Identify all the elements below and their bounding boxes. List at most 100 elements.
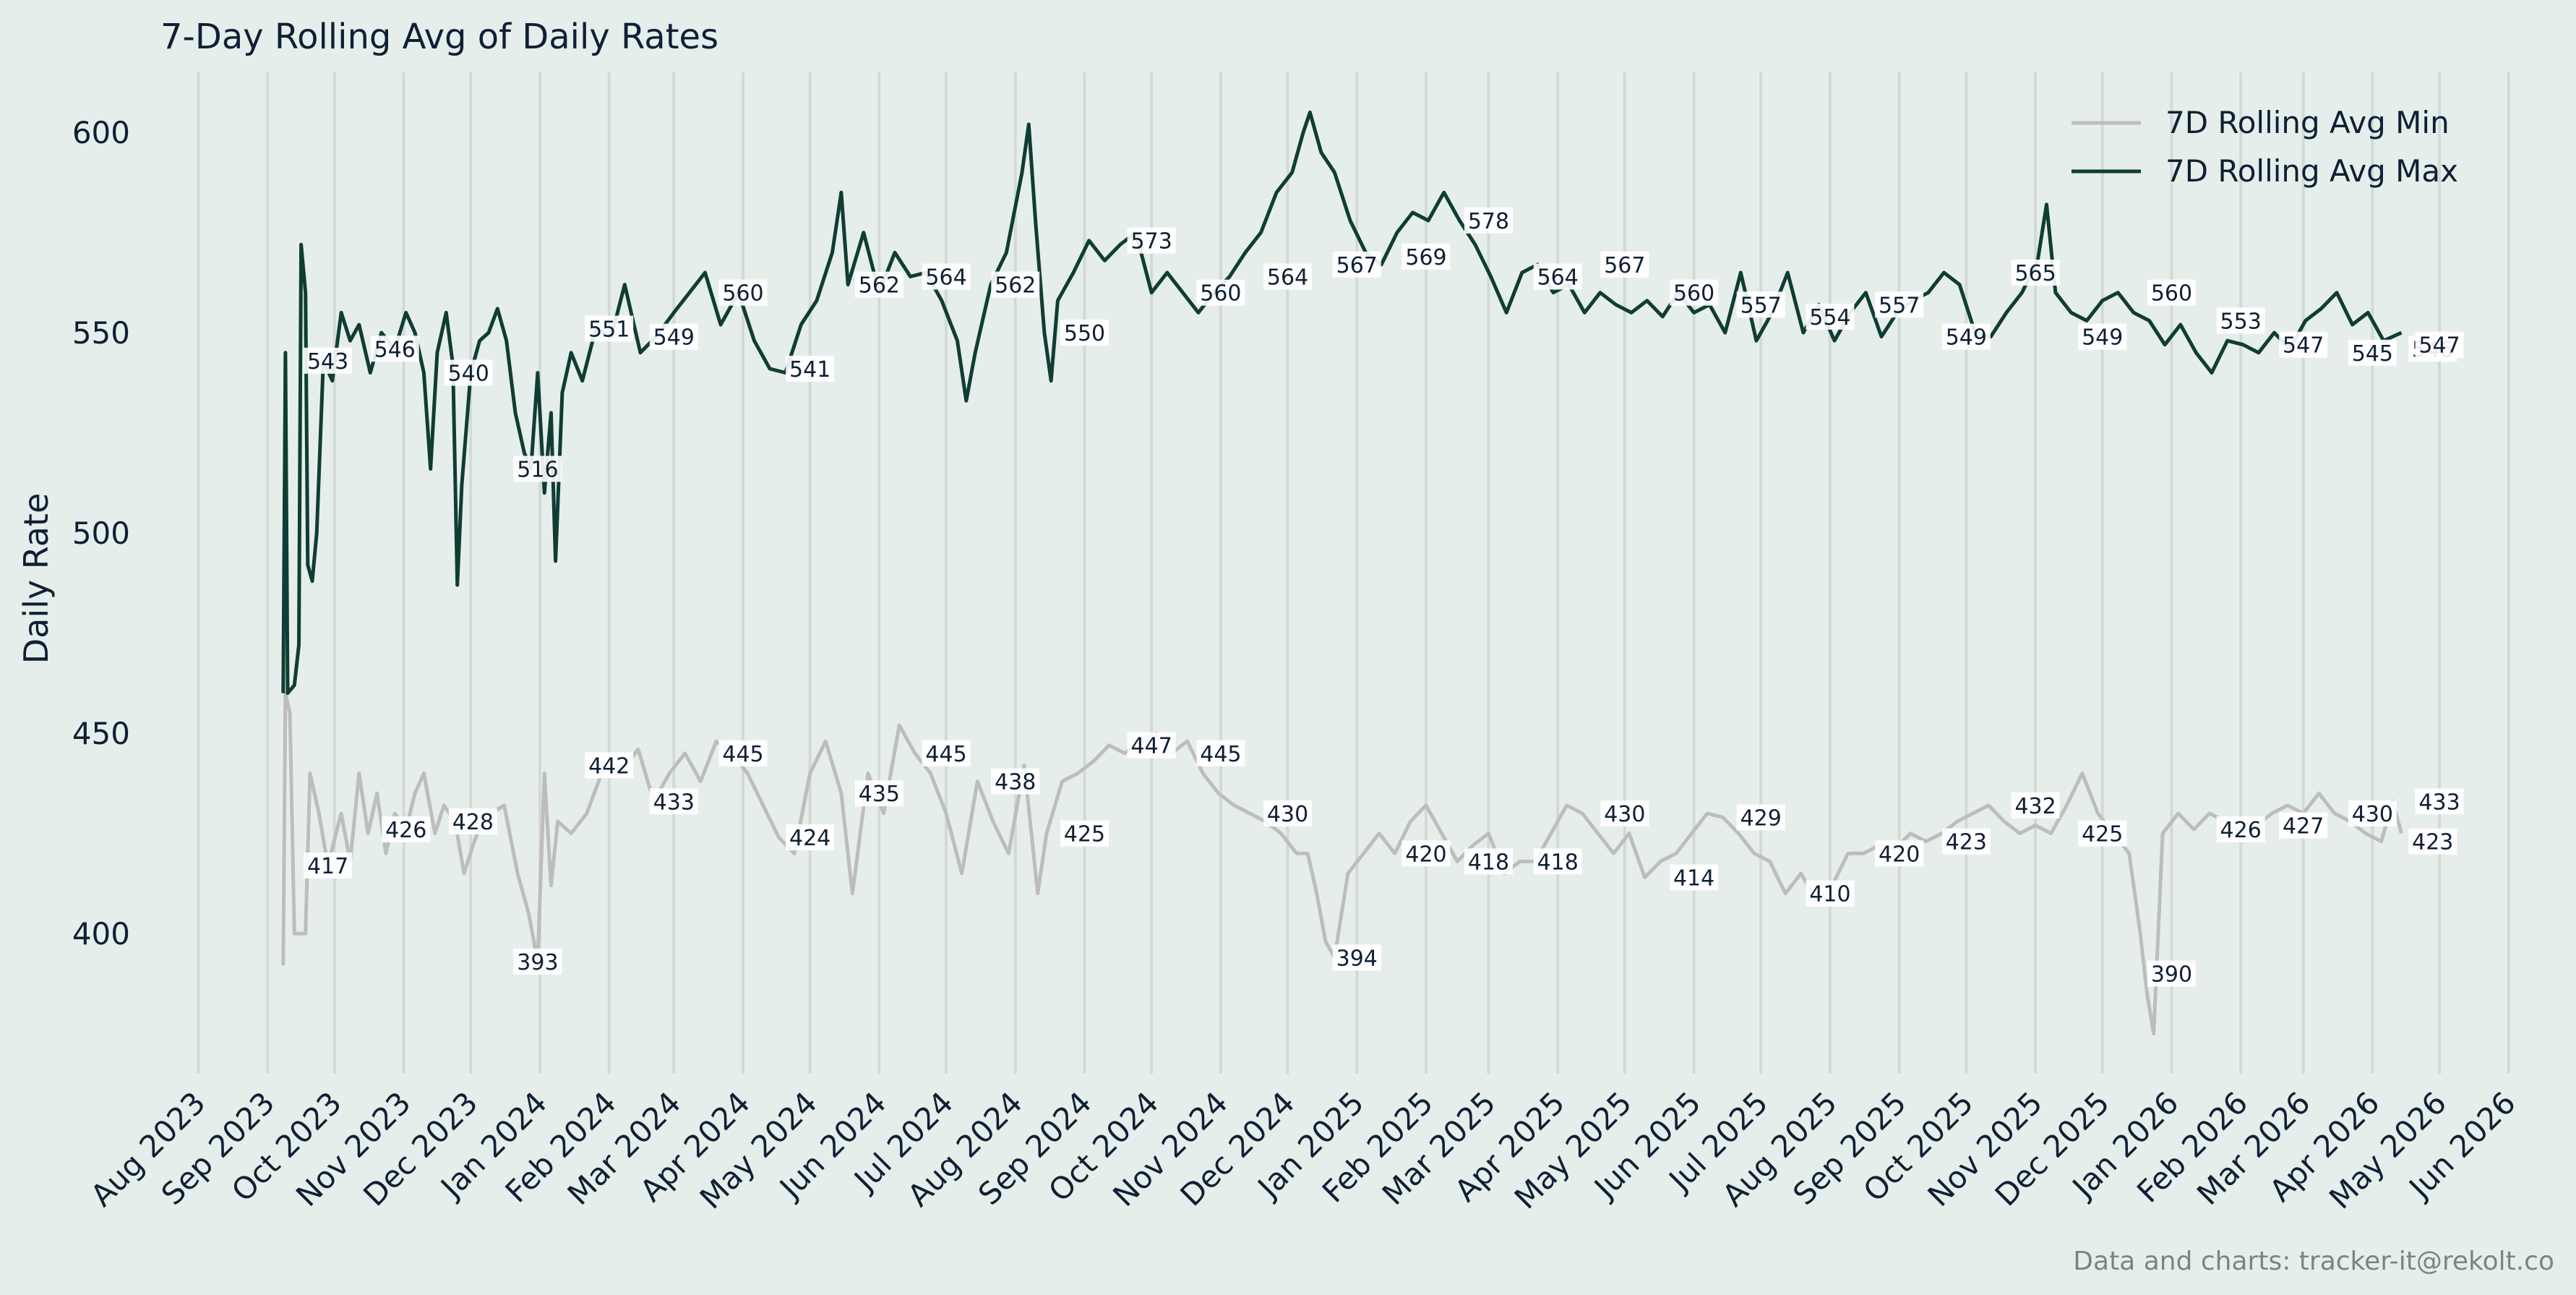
- data-label-text: 410: [1809, 882, 1850, 907]
- data-label-box: [1600, 251, 1649, 278]
- data-label: 560: [2147, 279, 2196, 307]
- data-label-box: [1600, 800, 1649, 826]
- data-label: 540: [444, 359, 493, 387]
- data-label-text: 573: [1131, 229, 1172, 255]
- chart-title: 7-Day Rolling Avg of Daily Rates: [160, 17, 718, 57]
- legend-label-max: 7D Rolling Avg Max: [2165, 153, 2458, 189]
- data-label: 432: [2011, 792, 2060, 819]
- data-label-text: 564: [1267, 265, 1308, 291]
- data-label-text: 541: [789, 357, 830, 382]
- data-label-text: 430: [1604, 802, 1645, 827]
- data-label: 445: [922, 740, 971, 767]
- data-label: 426: [2216, 816, 2265, 843]
- data-label: 424: [786, 824, 835, 851]
- data-label-text: 543: [307, 349, 348, 375]
- data-label: 445: [1196, 740, 1245, 767]
- data-label-box: [1263, 263, 1313, 290]
- data-label-text: 445: [722, 742, 763, 767]
- data-label-box: [1875, 840, 1924, 867]
- footer-credit: Data and charts: tracker-it@rekolt.co: [2073, 1247, 2554, 1276]
- legend-label-min: 7D Rolling Avg Min: [2165, 105, 2450, 140]
- data-label: 560: [1196, 279, 1245, 307]
- data-label-box: [786, 824, 835, 851]
- data-label-text: 417: [307, 854, 348, 879]
- data-label: 557: [1736, 291, 1785, 318]
- data-label-box: [2216, 816, 2265, 843]
- data-label-box: [1806, 880, 1855, 907]
- data-label-box: [1941, 323, 1991, 350]
- data-label-text: 447: [1131, 734, 1172, 759]
- data-label: 429: [1736, 804, 1785, 831]
- data-label-text: 424: [789, 826, 830, 851]
- data-label: 423: [2408, 828, 2457, 855]
- data-label-box: [2279, 331, 2328, 358]
- data-label: 516: [513, 456, 562, 482]
- series-line-1: [281, 110, 2403, 696]
- data-label: 569: [1401, 243, 1451, 270]
- data-label-box: [1464, 848, 1513, 875]
- data-label-box: [1127, 227, 1176, 254]
- data-label: 545: [2348, 339, 2397, 367]
- data-label-box: [2078, 820, 2127, 847]
- series-min: [281, 691, 2403, 1036]
- data-label: 541: [786, 355, 835, 382]
- data-label: 430: [2348, 800, 2397, 827]
- data-label: 426: [382, 816, 431, 843]
- data-label-text: 425: [2082, 822, 2123, 847]
- data-label-text: 420: [1405, 842, 1446, 867]
- y-tick-label: 600: [72, 115, 130, 150]
- data-label-box: [1670, 864, 1719, 891]
- data-label: 390: [2147, 960, 2196, 988]
- data-label-text: 564: [925, 265, 966, 291]
- data-label: 549: [2078, 323, 2127, 351]
- data-label-text: 414: [1673, 866, 1714, 892]
- data-label: 420: [1875, 840, 1924, 867]
- data-label-box: [1060, 820, 1109, 847]
- data-label: 433: [2415, 788, 2464, 815]
- data-label-text: 442: [588, 753, 630, 779]
- data-label: 550: [1060, 320, 1109, 346]
- data-label-box: [854, 780, 903, 807]
- data-label-text: 562: [995, 273, 1036, 299]
- data-label-text: 567: [1604, 253, 1645, 278]
- data-label-box: [2415, 331, 2464, 358]
- data-label-text: 430: [1267, 802, 1308, 827]
- data-label: 423: [1941, 828, 1991, 855]
- data-label-text: 560: [2151, 281, 2192, 307]
- data-label: 543: [304, 347, 353, 375]
- data-label-text: 418: [1468, 850, 1509, 875]
- data-label-text: 557: [1879, 293, 1920, 318]
- data-label-text: 578: [1468, 209, 1509, 234]
- data-label-text: 393: [517, 950, 558, 975]
- data-label-text: 425: [1064, 822, 1105, 847]
- data-label-text: 547: [2283, 333, 2324, 359]
- data-label-text: 423: [2412, 830, 2453, 855]
- data-label: 420: [1401, 840, 1451, 867]
- data-label: 445: [718, 740, 768, 767]
- data-label: 562: [854, 271, 903, 299]
- data-label-box: [585, 752, 634, 779]
- y-axis-label: Daily Rate: [17, 493, 56, 664]
- data-label: 557: [1875, 291, 1924, 318]
- data-label-box: [1401, 243, 1451, 270]
- data-label-box: [2147, 279, 2196, 306]
- data-label: 567: [1332, 251, 1381, 278]
- data-label-text: 445: [925, 742, 966, 767]
- data-label-box: [2216, 307, 2265, 334]
- data-label-text: 569: [1405, 245, 1446, 270]
- data-label: 442: [585, 752, 634, 779]
- data-label-box: [1670, 279, 1719, 306]
- data-label: 428: [448, 808, 497, 835]
- data-label: 564: [922, 263, 971, 291]
- data-label-text: 432: [2014, 794, 2056, 819]
- data-label-text: 546: [374, 337, 416, 362]
- data-label-box: [649, 788, 698, 815]
- data-label-text: 554: [1809, 305, 1850, 330]
- y-axis-ticks: 400 450 500 550 600: [72, 115, 130, 952]
- data-label-box: [2348, 800, 2397, 826]
- data-label-box: [1736, 291, 1785, 318]
- data-label: 554: [1806, 303, 1855, 330]
- data-label-text: 427: [2283, 814, 2324, 839]
